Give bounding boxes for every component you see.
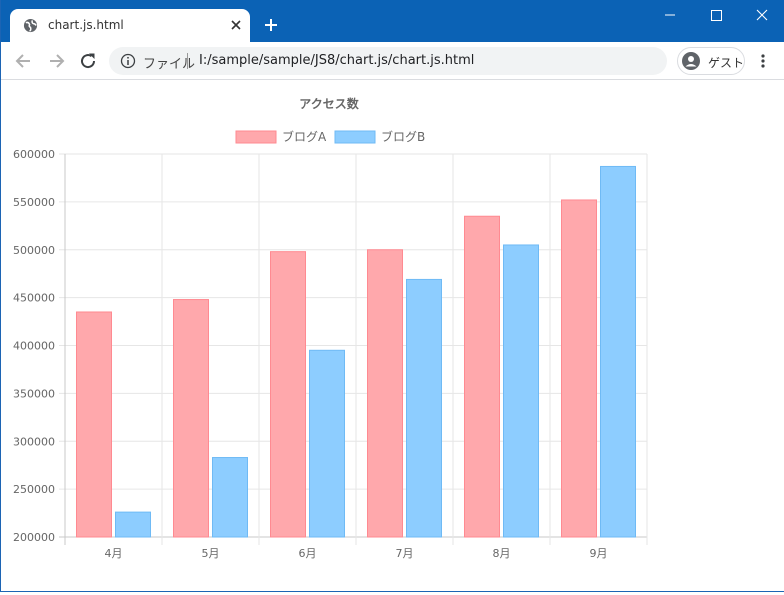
y-tick-label: 600000 xyxy=(13,148,55,161)
tab-title: chart.js.html xyxy=(48,18,124,32)
address-bar[interactable]: ファイル I:/sample/sample/JS8/chart.js/chart… xyxy=(109,47,667,75)
globe-icon xyxy=(23,18,38,33)
address-separator xyxy=(187,53,188,69)
y-tick-label: 500000 xyxy=(13,244,55,257)
bar-blog-a xyxy=(173,299,209,538)
y-tick-label: 400000 xyxy=(13,340,55,353)
browser-toolbar: ファイル I:/sample/sample/JS8/chart.js/chart… xyxy=(1,42,784,80)
legend-label: ブログB xyxy=(381,129,425,144)
bar-chart: アクセス数 ブログA ブログB 600000 550000 500000 450000 4… xyxy=(13,96,648,560)
legend-label: ブログA xyxy=(282,129,327,144)
profile-button[interactable]: ゲスト xyxy=(677,47,745,75)
bar-blog-b xyxy=(600,165,636,538)
bar-blog-b xyxy=(503,244,539,538)
close-icon[interactable] xyxy=(739,0,784,30)
chart-bars xyxy=(76,165,636,538)
back-arrow-icon[interactable] xyxy=(14,51,34,71)
x-tick-label: 4月 xyxy=(105,547,123,560)
guest-avatar-icon xyxy=(682,52,700,70)
bar-blog-a xyxy=(561,199,597,538)
page-content: アクセス数 ブログA ブログB 600000 550000 500000 450000 4… xyxy=(2,80,784,591)
bar-blog-a xyxy=(76,311,112,538)
x-tick-label: 6月 xyxy=(299,547,317,560)
info-icon[interactable] xyxy=(120,53,136,69)
x-tick-label: 5月 xyxy=(202,547,220,560)
y-tick-label: 450000 xyxy=(13,292,55,305)
y-tick-label: 200000 xyxy=(13,531,55,544)
tab-close-icon[interactable] xyxy=(228,17,244,33)
forward-arrow-icon[interactable] xyxy=(46,51,66,71)
bar-blog-a xyxy=(464,215,500,538)
x-tick-label: 8月 xyxy=(493,547,511,560)
browser-tab[interactable]: chart.js.html xyxy=(10,9,250,42)
bar-blog-b xyxy=(406,278,442,538)
y-axis: 600000 550000 500000 450000 400000 350000 3000… xyxy=(13,148,55,544)
chart-title: アクセス数 xyxy=(299,96,359,111)
title-bar: chart.js.html xyxy=(1,0,784,42)
bar-blog-a xyxy=(367,249,403,538)
chart-legend: ブログA ブログB xyxy=(235,129,425,144)
y-tick-label: 300000 xyxy=(13,435,55,448)
chart-grid xyxy=(59,153,648,545)
legend-swatch xyxy=(334,130,376,144)
kebab-menu-icon[interactable] xyxy=(755,53,771,69)
url-text[interactable]: I:/sample/sample/JS8/chart.js/chart.js.h… xyxy=(199,53,475,68)
address-scheme-label: ファイル xyxy=(143,57,196,72)
y-tick-label: 250000 xyxy=(13,483,55,496)
y-tick-label: 350000 xyxy=(13,387,55,400)
new-tab-plus-icon[interactable] xyxy=(263,17,279,33)
bar-blog-b xyxy=(115,511,151,538)
x-axis: 4月 5月 6月 7月 8月 9月 xyxy=(105,547,608,560)
x-tick-label: 9月 xyxy=(590,547,608,560)
legend-swatch xyxy=(235,130,277,144)
minimize-icon[interactable] xyxy=(647,0,693,30)
maximize-icon[interactable] xyxy=(693,0,739,30)
bar-blog-a xyxy=(270,251,306,538)
bar-blog-b xyxy=(212,457,248,538)
x-tick-label: 7月 xyxy=(396,547,414,560)
profile-label: ゲスト xyxy=(708,56,745,70)
bar-blog-b xyxy=(309,349,345,538)
reload-icon[interactable] xyxy=(78,51,98,71)
y-tick-label: 550000 xyxy=(13,196,55,209)
